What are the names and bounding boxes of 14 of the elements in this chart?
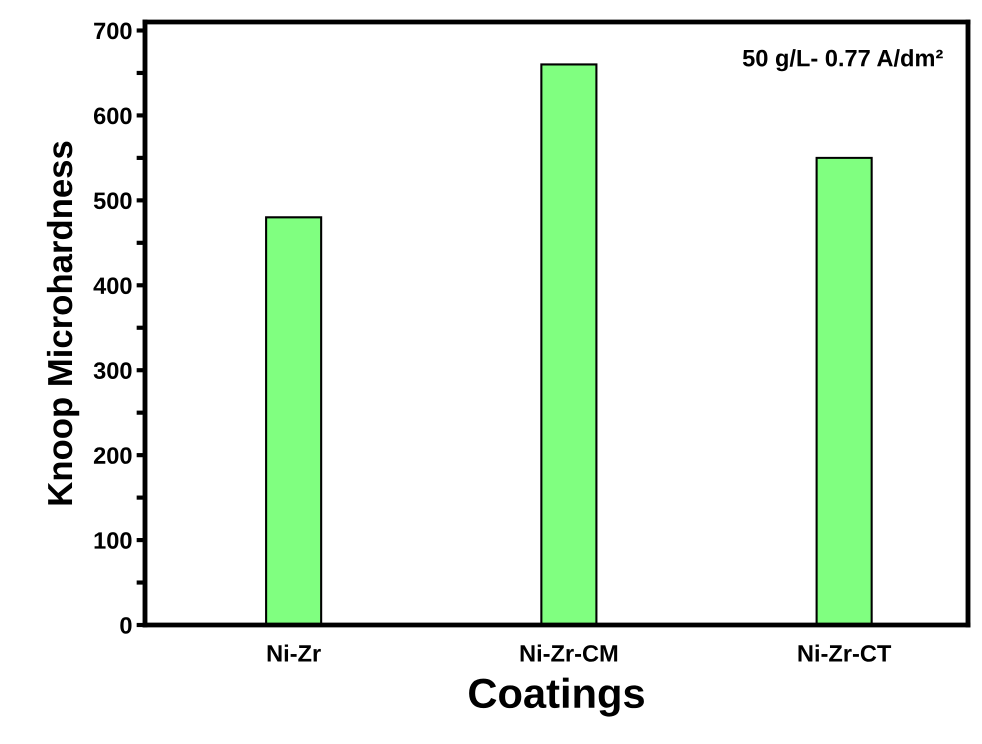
y-tick-label: 600	[94, 107, 132, 124]
x-axis-title: Coatings	[469, 678, 644, 717]
annotation: 50 g/L- 0.77 A/dm²	[742, 49, 943, 72]
y-tick-label: 200	[94, 447, 132, 464]
y-tick-label: 500	[94, 192, 132, 210]
y-tick-label: 0	[120, 617, 132, 634]
y-tick-label: 100	[94, 532, 132, 549]
y-tick-label: 400	[93, 277, 132, 294]
x-tick-label: Ni-Zr-CM	[520, 644, 618, 662]
x-tick-label: Ni-Zr-CT	[798, 644, 892, 662]
y-tick-label: 700	[94, 22, 132, 40]
x-tick-label: Ni-Zr	[268, 644, 321, 662]
y-axis-title: Knoop Microhardness	[46, 142, 80, 504]
y-tick-label: 300	[94, 362, 132, 380]
